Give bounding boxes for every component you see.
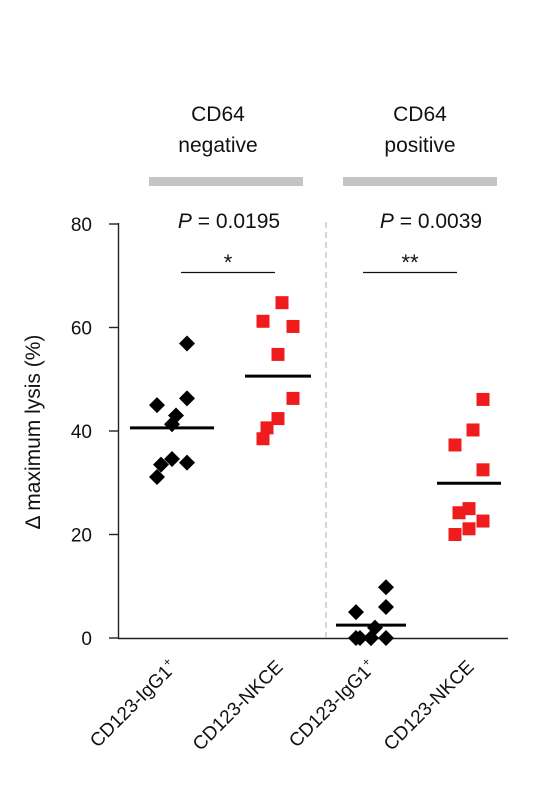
y-ticks: 0 20 40 60 80 [71, 215, 119, 650]
p-value-number: = 0.0195 [192, 210, 280, 233]
y-tick-label: 20 [71, 526, 92, 547]
data-point-square [286, 319, 300, 333]
data-point-square [448, 438, 462, 452]
group-header-line1: CD64 [393, 103, 447, 126]
p-value-prefix: P [380, 210, 394, 233]
group-header-bar [149, 177, 303, 186]
y-tick-label: 0 [81, 629, 92, 650]
data-point-square [452, 506, 466, 520]
group-header-bar [343, 177, 497, 186]
y-tick-label: 80 [71, 215, 92, 236]
p-value-label: P = 0.0039 [380, 210, 482, 233]
data-point-square [466, 423, 480, 437]
y-tick-label: 60 [71, 319, 92, 340]
data-point-square [476, 463, 490, 477]
data-point-diamond [168, 407, 184, 424]
data-point-square [275, 296, 289, 310]
data-point-square [256, 314, 270, 328]
group-header-line2: negative [178, 134, 257, 157]
data-point-square [476, 392, 490, 406]
points-layer [130, 296, 501, 646]
data-point-square [286, 391, 300, 405]
data-point-square [271, 412, 285, 426]
x-tick-label: CD123-NKCE [189, 657, 287, 755]
group-header-line1: CD64 [191, 103, 245, 126]
data-point-diamond [352, 630, 368, 646]
significance-stars: ** [401, 250, 419, 275]
data-point-diamond [179, 335, 195, 352]
data-point-diamond [378, 579, 394, 596]
group-header-line2: positive [384, 134, 455, 157]
data-point-diamond [378, 598, 394, 615]
data-point-diamond [378, 630, 394, 646]
data-point-square [462, 502, 476, 516]
p-value-number: = 0.0039 [394, 210, 482, 233]
y-axis-title: Δ maximum lysis (%) [22, 335, 45, 530]
data-point-diamond [348, 604, 364, 621]
x-tick-label-text: CD123-IgG1 [86, 662, 176, 752]
data-point-diamond [164, 450, 180, 467]
p-value-prefix: P [178, 210, 192, 233]
data-point-diamond [153, 456, 169, 473]
x-tick-label: CD123-IgG1+ [283, 655, 380, 752]
y-tick-label: 40 [71, 422, 92, 443]
x-tick-label-text: CD123-IgG1 [285, 662, 375, 752]
data-point-diamond [149, 397, 165, 414]
data-point-square [462, 522, 476, 536]
significance-stars: * [224, 250, 233, 275]
data-point-square [271, 347, 285, 361]
x-tick-label-text: CD123-NKCE [189, 657, 287, 755]
data-point-diamond [179, 390, 195, 407]
p-value-label: P = 0.0195 [178, 210, 280, 233]
data-point-diamond [179, 454, 195, 471]
data-point-diamond [149, 469, 165, 486]
x-tick-label-text: CD123-NKCE [380, 657, 478, 755]
data-point-square [448, 528, 462, 541]
x-tick-label: CD123-IgG1+ [84, 655, 181, 752]
data-point-square [256, 432, 270, 446]
data-point-square [476, 514, 490, 528]
groups-layer: CD64 negative P = 0.0195 * CD64 positive P = 0… [149, 103, 497, 275]
x-tick-label: CD123-NKCE [380, 657, 478, 755]
data-point-square [260, 421, 274, 435]
